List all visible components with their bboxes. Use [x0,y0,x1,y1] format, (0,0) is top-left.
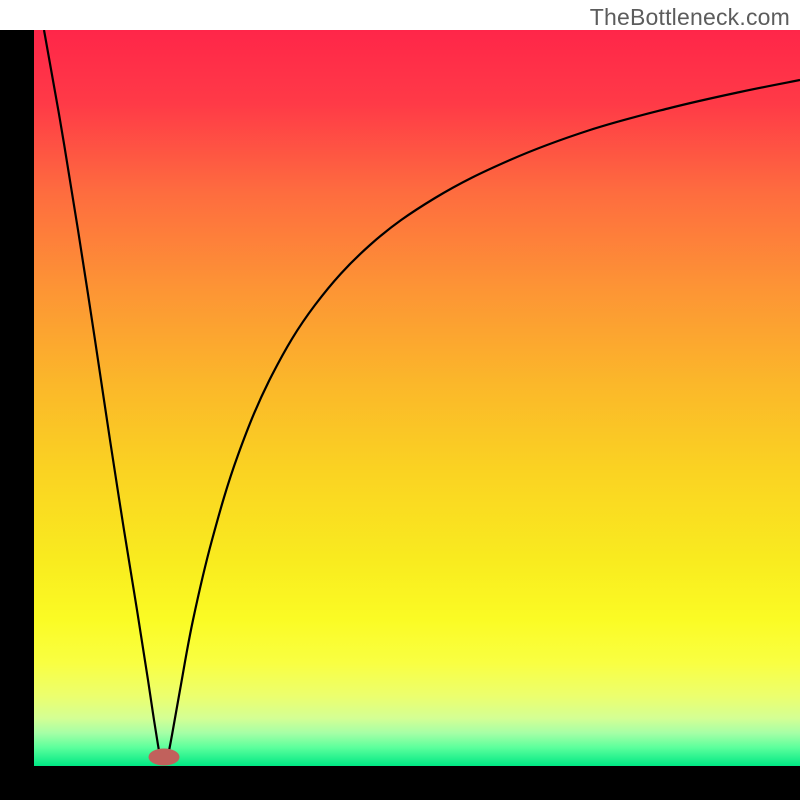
plot-gradient-area [34,30,800,766]
bottleneck-chart [0,0,800,800]
minimum-marker [149,749,179,765]
watermark-text: TheBottleneck.com [590,4,790,31]
